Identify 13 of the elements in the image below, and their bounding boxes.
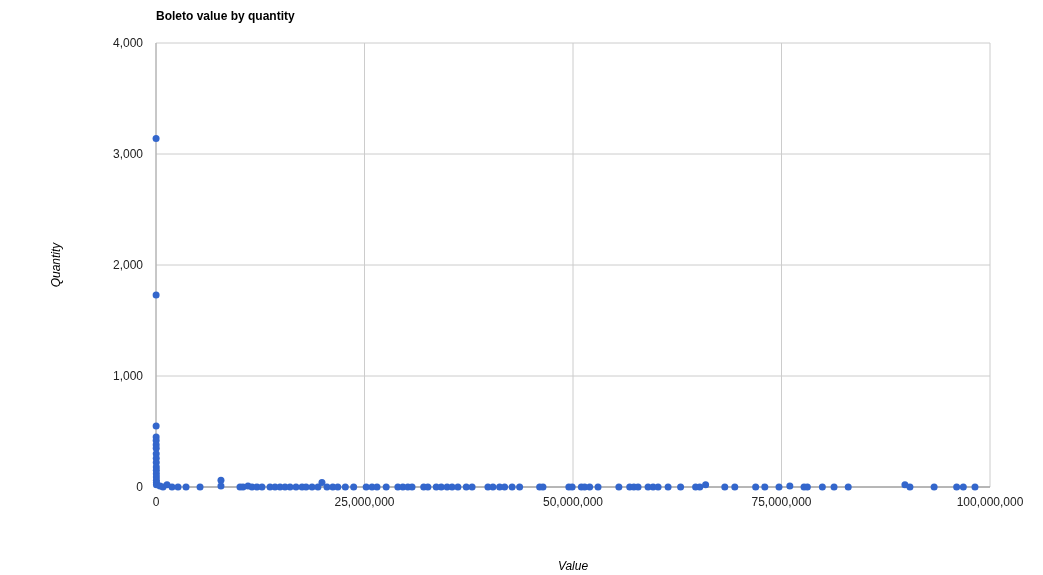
x-axis-title: Value: [557, 559, 589, 573]
x-tick-label: 25,000,000: [334, 495, 395, 509]
chart-title: Boleto value by quantity: [156, 9, 296, 23]
x-tick-label: 75,000,000: [751, 495, 812, 509]
x-tick-label: 0: [152, 495, 160, 509]
x-tick-label: 50,000,000: [542, 495, 604, 509]
y-tick-label: 2,000: [112, 258, 144, 272]
y-tick-label: 0: [136, 480, 144, 494]
y-tick-label: 1,000: [112, 369, 144, 383]
x-tick-label: 100,000,000: [956, 495, 1024, 509]
y-tick-label: 4,000: [112, 36, 144, 50]
y-tick-label: 3,000: [112, 147, 144, 161]
y-axis-title: Quantity: [49, 241, 63, 288]
